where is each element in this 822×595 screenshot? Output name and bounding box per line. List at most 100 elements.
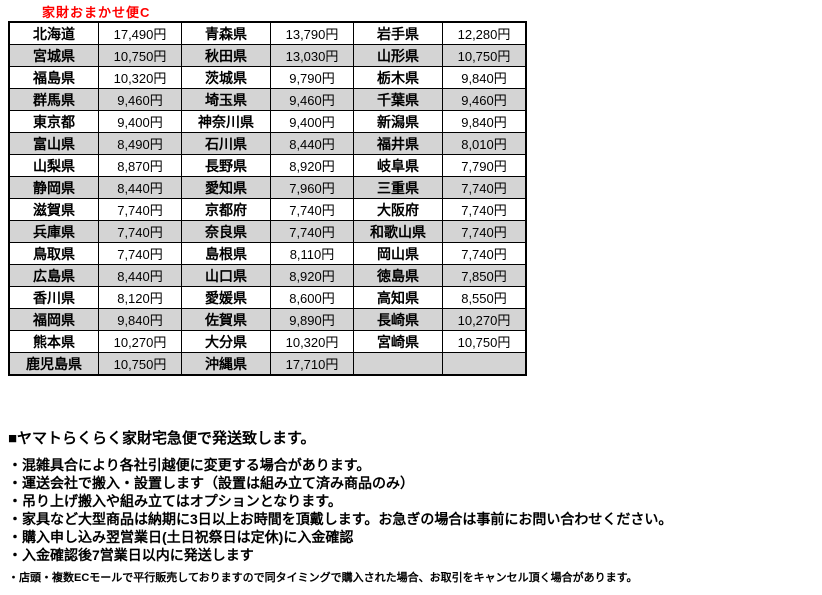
table-row: 福岡県 9,840円 佐賀県 9,890円 長崎県 10,270円: [8, 308, 527, 331]
price-cell: 7,740円: [270, 220, 354, 243]
prefecture-cell: 千葉県: [353, 88, 443, 111]
prefecture-cell: [353, 352, 443, 376]
note-bullet: ・混雑具合により各社引越便に変更する場合があります。: [8, 457, 371, 473]
price-cell: 8,490円: [98, 132, 182, 155]
price-cell: 7,740円: [270, 198, 354, 221]
note-bullet: ・吊り上げ搬入や組み立てはオプションとなります。: [8, 493, 342, 509]
price-cell: 8,440円: [98, 176, 182, 199]
price-cell: 7,740円: [442, 198, 527, 221]
price-cell: 9,790円: [270, 66, 354, 89]
price-cell: 8,440円: [98, 264, 182, 287]
prefecture-cell: 山形県: [353, 44, 443, 67]
price-cell: 17,710円: [270, 352, 354, 376]
prefecture-cell: 広島県: [8, 264, 99, 287]
prefecture-cell: 長野県: [181, 154, 271, 177]
price-cell: 9,400円: [270, 110, 354, 133]
price-cell: 7,740円: [98, 242, 182, 265]
table-row: 滋賀県 7,740円 京都府 7,740円 大阪府 7,740円: [8, 198, 527, 221]
prefecture-cell: 高知県: [353, 286, 443, 309]
prefecture-cell: 富山県: [8, 132, 99, 155]
price-cell: 8,920円: [270, 264, 354, 287]
price-cell: 9,840円: [98, 308, 182, 331]
table-row: 兵庫県 7,740円 奈良県 7,740円 和歌山県 7,740円: [8, 220, 527, 243]
table-row: 宮城県 10,750円 秋田県 13,030円 山形県 10,750円: [8, 44, 527, 67]
prefecture-cell: 和歌山県: [353, 220, 443, 243]
prefecture-cell: 長崎県: [353, 308, 443, 331]
price-cell: 8,440円: [270, 132, 354, 155]
prefecture-cell: 島根県: [181, 242, 271, 265]
prefecture-cell: 宮城県: [8, 44, 99, 67]
prefecture-cell: 岐阜県: [353, 154, 443, 177]
prefecture-cell: 兵庫県: [8, 220, 99, 243]
price-cell: 8,120円: [98, 286, 182, 309]
prefecture-cell: 愛媛県: [181, 286, 271, 309]
price-cell: 7,960円: [270, 176, 354, 199]
prefecture-cell: 滋賀県: [8, 198, 99, 221]
prefecture-cell: 熊本県: [8, 330, 99, 353]
shipping-notes-list: ・混雑具合により各社引越便に変更する場合があります。 ・運送会社で搬入・設置します…: [8, 456, 820, 564]
shipping-fee-table: 北海道 17,490円 青森県 13,790円 岩手県 12,280円 宮城県 10,750円…: [8, 21, 527, 376]
price-cell: 10,750円: [442, 44, 527, 67]
price-cell: 8,110円: [270, 242, 354, 265]
table-row: 福島県 10,320円 茨城県 9,790円 栃木県 9,840円: [8, 66, 527, 89]
prefecture-cell: 岩手県: [353, 21, 443, 45]
table-row: 広島県 8,440円 山口県 8,920円 徳島県 7,850円: [8, 264, 527, 287]
shipping-notes: ■ヤマトらくらく家財宅急便で発送致します。 ・混雑具合により各社引越便に変更する…: [8, 427, 820, 585]
table-row: 東京都 9,400円 神奈川県 9,400円 新潟県 9,840円: [8, 110, 527, 133]
table-row: 北海道 17,490円 青森県 13,790円 岩手県 12,280円: [8, 21, 527, 45]
prefecture-cell: 愛知県: [181, 176, 271, 199]
table-row: 群馬県 9,460円 埼玉県 9,460円 千葉県 9,460円: [8, 88, 527, 111]
price-cell: 7,740円: [442, 176, 527, 199]
prefecture-cell: 佐賀県: [181, 308, 271, 331]
prefecture-cell: 山口県: [181, 264, 271, 287]
prefecture-cell: 岡山県: [353, 242, 443, 265]
prefecture-cell: 福島県: [8, 66, 99, 89]
prefecture-cell: 三重県: [353, 176, 443, 199]
price-cell: 9,840円: [442, 110, 527, 133]
price-cell: 7,740円: [98, 198, 182, 221]
prefecture-cell: 徳島県: [353, 264, 443, 287]
price-cell: 7,740円: [442, 242, 527, 265]
prefecture-cell: 鳥取県: [8, 242, 99, 265]
prefecture-cell: 新潟県: [353, 110, 443, 133]
price-cell: 10,270円: [98, 330, 182, 353]
price-cell: 13,790円: [270, 21, 354, 45]
price-cell: 9,400円: [98, 110, 182, 133]
shipping-notes-heading: ■ヤマトらくらく家財宅急便で発送致します。: [8, 430, 316, 447]
price-cell: 9,460円: [270, 88, 354, 111]
note-bullet: ・購入申し込み翌営業日(土日祝祭日は定休)に入金確認: [8, 529, 354, 545]
prefecture-cell: 静岡県: [8, 176, 99, 199]
price-cell: 12,280円: [442, 21, 527, 45]
price-cell: 8,870円: [98, 154, 182, 177]
prefecture-cell: 沖縄県: [181, 352, 271, 376]
shipping-plan-title: 家財おまかせ便C: [42, 5, 151, 20]
prefecture-cell: 奈良県: [181, 220, 271, 243]
price-cell: 17,490円: [98, 21, 182, 45]
table-row: 鹿児島県 10,750円 沖縄県 17,710円: [8, 352, 527, 376]
price-cell: 9,460円: [98, 88, 182, 111]
price-cell: 10,320円: [270, 330, 354, 353]
prefecture-cell: 栃木県: [353, 66, 443, 89]
price-cell: 9,890円: [270, 308, 354, 331]
prefecture-cell: 秋田県: [181, 44, 271, 67]
prefecture-cell: 宮崎県: [353, 330, 443, 353]
prefecture-cell: 大分県: [181, 330, 271, 353]
price-cell: 10,750円: [98, 352, 182, 376]
price-cell: 9,840円: [442, 66, 527, 89]
shipping-notes-footnote: ・店頭・複数ECモールで平行販売しておりますので同タイミングで購入された場合、お…: [8, 572, 638, 584]
table-row: 鳥取県 7,740円 島根県 8,110円 岡山県 7,740円: [8, 242, 527, 265]
price-cell: 8,010円: [442, 132, 527, 155]
table-row: 富山県 8,490円 石川県 8,440円 福井県 8,010円: [8, 132, 527, 155]
note-bullet: ・入金確認後7営業日以内に発送します: [8, 547, 254, 563]
prefecture-cell: 福井県: [353, 132, 443, 155]
price-cell: 8,600円: [270, 286, 354, 309]
prefecture-cell: 神奈川県: [181, 110, 271, 133]
price-cell: 8,550円: [442, 286, 527, 309]
table-row: 静岡県 8,440円 愛知県 7,960円 三重県 7,740円: [8, 176, 527, 199]
price-cell: 10,750円: [98, 44, 182, 67]
prefecture-cell: 山梨県: [8, 154, 99, 177]
prefecture-cell: 茨城県: [181, 66, 271, 89]
price-cell: 8,920円: [270, 154, 354, 177]
prefecture-cell: 香川県: [8, 286, 99, 309]
prefecture-cell: 北海道: [8, 21, 99, 45]
